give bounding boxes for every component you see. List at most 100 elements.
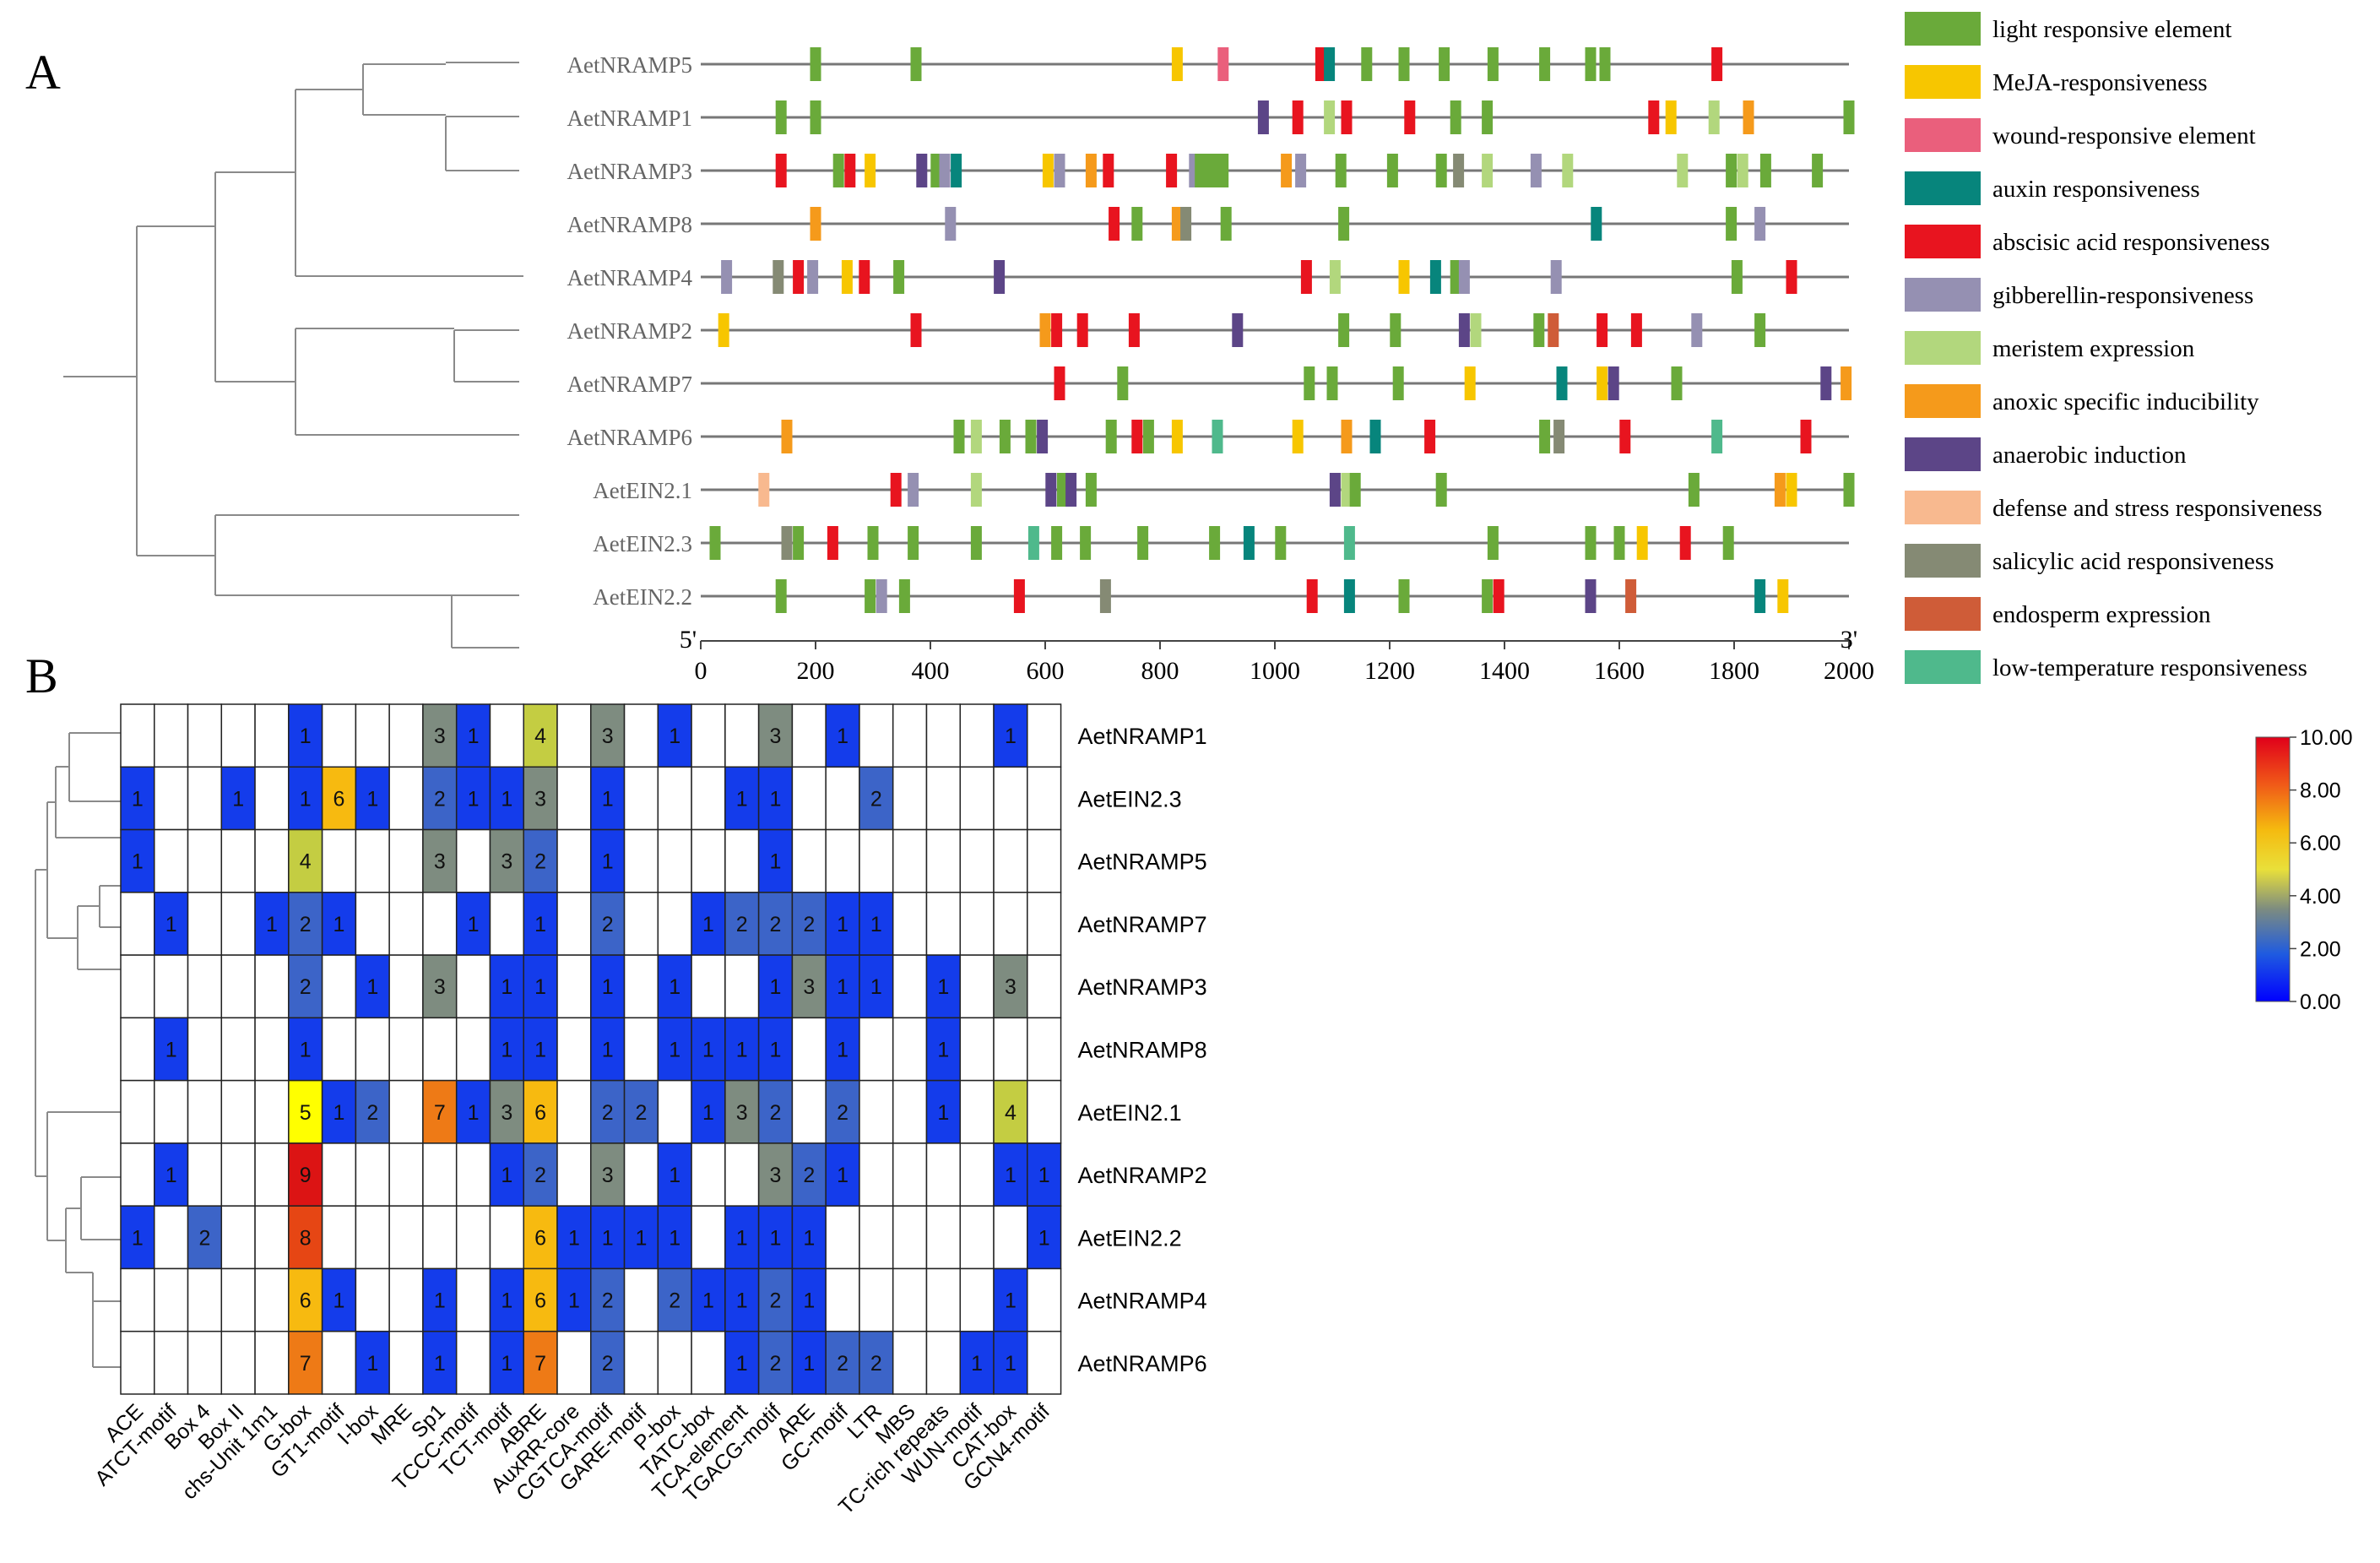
heatmap-cell bbox=[455, 1267, 491, 1332]
heatmap-cell-value: 6 bbox=[300, 1289, 312, 1313]
heatmap-cell bbox=[556, 1017, 592, 1082]
element-gibberellin-responsiveness bbox=[1530, 154, 1542, 187]
element-auxin-responsiveness bbox=[1429, 260, 1441, 294]
heatmap-cell bbox=[388, 828, 424, 893]
heatmap-cell bbox=[187, 1205, 223, 1270]
heatmap-cell bbox=[187, 892, 223, 956]
legend-item-salicylic-acid-responsiveness: salicylic acid responsiveness bbox=[1905, 544, 2274, 578]
heatmap-cell bbox=[925, 1142, 961, 1207]
promoter-row-aetnramp4: AetNRAMP4 bbox=[567, 260, 1849, 294]
heatmap-cell bbox=[187, 766, 223, 831]
heatmap-cell bbox=[993, 703, 1028, 768]
element-auxin-responsiveness bbox=[1369, 420, 1381, 453]
gene-label: AetNRAMP6 bbox=[567, 425, 692, 450]
heatmap-cell bbox=[254, 828, 290, 893]
heatmap-cell bbox=[422, 954, 458, 1019]
element-abscisic-acid-responsiveness bbox=[827, 526, 838, 560]
element-meja-responsiveness bbox=[1292, 420, 1304, 453]
element-abscisic-acid-responsiveness bbox=[890, 473, 902, 507]
heatmap-cell-value: 1 bbox=[770, 1226, 782, 1250]
element-light-responsive-element bbox=[1812, 154, 1824, 187]
element-light-responsive-element bbox=[1386, 154, 1398, 187]
element-auxin-responsiveness bbox=[1343, 579, 1355, 613]
heatmap-cell bbox=[422, 1330, 458, 1395]
promoter-row-aetnramp3: AetNRAMP3 bbox=[567, 154, 1849, 187]
heatmap-cell-value: 2 bbox=[534, 850, 546, 874]
element-light-responsive-element bbox=[1361, 47, 1373, 81]
heatmap-cell bbox=[388, 1267, 424, 1332]
element-abscisic-acid-responsiveness bbox=[1103, 154, 1114, 187]
heatmap-cell bbox=[859, 954, 894, 1019]
heatmap-cell-value: 3 bbox=[534, 787, 546, 811]
element-light-responsive-element bbox=[1439, 47, 1450, 81]
element-salicylic-acid-responsiveness bbox=[781, 526, 793, 560]
heatmap-cell-value: 1 bbox=[132, 850, 144, 874]
element-light-responsive-element bbox=[1585, 526, 1597, 560]
heatmap-cell-value: 1 bbox=[635, 1226, 647, 1250]
element-light-responsive-element bbox=[908, 526, 919, 560]
colorbar-tick-label: 0.00 bbox=[2300, 990, 2341, 1014]
heatmap-cell-value: 2 bbox=[300, 913, 312, 936]
element-meja-responsiveness bbox=[1042, 154, 1054, 187]
heatmap-cell bbox=[590, 1330, 626, 1395]
heatmap-cell bbox=[825, 1205, 860, 1270]
heatmap-row-aetnramp6: 7 1 1 1 7 2 1 2 1 2 2 1 1 AetNRAMP6 bbox=[120, 1330, 1207, 1395]
heatmap-cell bbox=[220, 828, 256, 893]
heatmap-cell bbox=[422, 703, 458, 768]
element-gibberellin-responsiveness bbox=[945, 207, 957, 241]
heatmap-row-aetnramp8: 1 1 1 1 1 1 1 1 1 1 1 AetNRAMP8 bbox=[120, 1017, 1207, 1082]
heatmap-cell bbox=[489, 1017, 524, 1082]
element-anaerobic-induction bbox=[1820, 366, 1832, 400]
heatmap-cell bbox=[1027, 1205, 1062, 1270]
heatmap-cell bbox=[623, 828, 659, 893]
legend-item-meristem-expression: meristem expression bbox=[1905, 331, 2195, 365]
heatmap-cell-value: 3 bbox=[434, 975, 446, 999]
element-anoxic-specific-inducibility bbox=[1743, 100, 1754, 134]
axis-tick-label: 1800 bbox=[1709, 657, 1759, 685]
element-gibberellin-responsiveness bbox=[1754, 207, 1766, 241]
heatmap-cell bbox=[892, 828, 928, 893]
heatmap-cell bbox=[321, 954, 357, 1019]
heatmap-row-label: AetNRAMP8 bbox=[1078, 1037, 1207, 1062]
element-gibberellin-responsiveness bbox=[807, 260, 819, 294]
element-abscisic-acid-responsiveness bbox=[1128, 313, 1140, 347]
element-light-responsive-element bbox=[1390, 313, 1401, 347]
heatmap-row-aetein2-1: 5 1 2 7 1 3 6 2 2 1 3 2 2 1 4 AetEIN2.1 bbox=[120, 1079, 1182, 1144]
heatmap-cell bbox=[388, 1330, 424, 1395]
element-abscisic-acid-responsiveness bbox=[1800, 420, 1812, 453]
heatmap-cell-value: 2 bbox=[602, 1352, 614, 1376]
element-meristem-expression bbox=[1324, 100, 1336, 134]
element-light-responsive-element bbox=[930, 154, 942, 187]
heatmap-cell bbox=[757, 1205, 794, 1270]
element-abscisic-acid-responsiveness bbox=[1292, 100, 1304, 134]
heatmap-cell bbox=[422, 1017, 458, 1082]
heatmap-cell bbox=[925, 892, 961, 956]
heatmap-cell-value: 1 bbox=[501, 1038, 512, 1061]
heatmap-row-label: AetEIN2.1 bbox=[1078, 1100, 1182, 1126]
heatmap-cell bbox=[657, 766, 692, 831]
element-light-responsive-element bbox=[1435, 473, 1447, 507]
heatmap-cell-value: 1 bbox=[1038, 1164, 1050, 1187]
heatmap-cell bbox=[254, 1330, 290, 1395]
element-abscisic-acid-responsiveness bbox=[1424, 420, 1436, 453]
heatmap-cell-value: 1 bbox=[770, 975, 782, 999]
heatmap-cell-value: 2 bbox=[366, 1101, 378, 1125]
heatmap-cell bbox=[959, 828, 995, 893]
heatmap-cell bbox=[993, 1205, 1028, 1270]
heatmap-cell bbox=[724, 1330, 760, 1395]
heatmap-cell bbox=[959, 703, 995, 768]
heatmap-cell bbox=[556, 954, 592, 1019]
heatmap-cell bbox=[657, 892, 692, 956]
heatmap-cell bbox=[288, 1205, 323, 1270]
element-anoxic-specific-inducibility bbox=[1341, 420, 1353, 453]
heatmap-cell bbox=[825, 828, 860, 893]
element-low-temperature-responsiveness bbox=[1212, 420, 1223, 453]
element-light-responsive-element bbox=[775, 579, 787, 613]
heatmap-cell-value: 1 bbox=[333, 913, 345, 936]
element-abscisic-acid-responsiveness bbox=[1306, 579, 1318, 613]
heatmap-cell bbox=[623, 954, 659, 1019]
heatmap-cell bbox=[355, 828, 390, 893]
heatmap-cell bbox=[925, 828, 961, 893]
gene-label: AetNRAMP4 bbox=[567, 265, 692, 290]
heatmap-cell-value: 2 bbox=[870, 787, 882, 811]
